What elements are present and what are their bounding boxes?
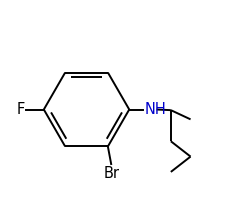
Text: NH: NH bbox=[144, 102, 166, 117]
Text: F: F bbox=[17, 102, 25, 117]
Text: Br: Br bbox=[103, 166, 119, 181]
